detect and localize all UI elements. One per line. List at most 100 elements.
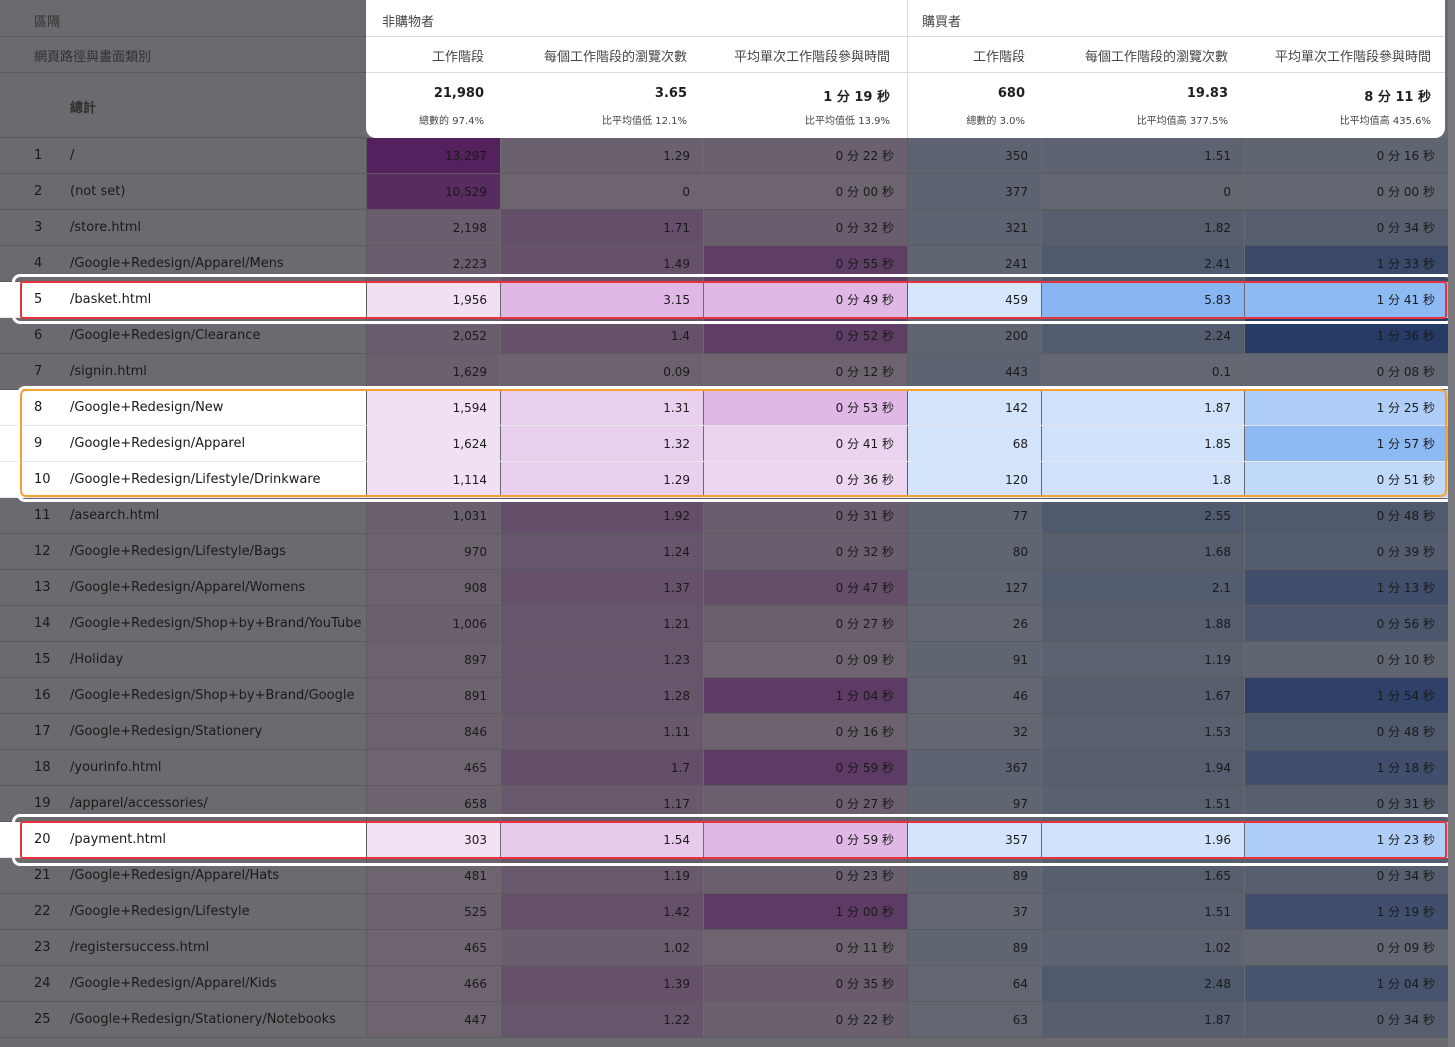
metric-cell: 1 分 23 秒 (1245, 822, 1448, 857)
page-path[interactable]: /Google+Redesign/Apparel/Kids (70, 976, 277, 991)
column-header-engagement-time[interactable]: 平均單次工作階段參與時間 (733, 50, 890, 65)
page-path[interactable]: /Google+Redesign/Stationery/Notebooks (70, 1012, 336, 1027)
table-row[interactable]: 8/Google+Redesign/New 1,594 1.31 0 分 53 秒 14… (0, 390, 1455, 426)
metrics-header: 非購物者 購買者 工作階段 每個工作階段的瀏覽次數 平均單次工作階段參與時間 工… (366, 0, 1445, 138)
table-row[interactable]: 16/Google+Redesign/Shop+by+Brand/Google 8… (0, 678, 1455, 714)
total-comparison: 比平均值高 435.6% (1339, 116, 1431, 127)
metric-cell: 63 (907, 1002, 1041, 1037)
metric-cell: 459 (907, 282, 1041, 317)
table-row[interactable]: 20/payment.html 303 1.54 0 分 59 秒 357 1.96 1 分… (0, 822, 1455, 858)
metric-cell: 0 分 52 秒 (704, 318, 907, 353)
metric-cell: 891 (366, 678, 500, 713)
table-row[interactable]: 6/Google+Redesign/Clearance 2,052 1.4 0 分 5… (0, 318, 1455, 354)
metric-cell: 1.28 (501, 678, 703, 713)
page-path[interactable]: / (70, 148, 75, 163)
table-row[interactable]: 10/Google+Redesign/Lifestyle/Drinkware 1,… (0, 462, 1455, 498)
page-path[interactable]: /basket.html (70, 292, 152, 307)
metric-cell: 377 (907, 174, 1041, 209)
segment-title-non-shoppers: 非購物者 (382, 15, 435, 30)
page-path[interactable]: /payment.html (70, 832, 167, 847)
column-header-views-per-session[interactable]: 每個工作階段的瀏覽次數 (543, 50, 687, 65)
table-row[interactable]: 22/Google+Redesign/Lifestyle 525 1.42 1 分 0… (0, 894, 1455, 930)
metric-cell: 77 (907, 498, 1041, 533)
table-row[interactable]: 15/Holiday 897 1.23 0 分 09 秒 91 1.19 0 分 10 秒 (0, 642, 1455, 678)
metric-cell: 1.24 (501, 534, 703, 569)
metric-cell: 465 (366, 930, 500, 965)
page-path[interactable]: /Google+Redesign/Apparel (70, 436, 246, 451)
table-row[interactable]: 7/signin.html 1,629 0.09 0 分 12 秒 443 0.1 0 分 … (0, 354, 1455, 390)
metric-cell: 80 (907, 534, 1041, 569)
table-row[interactable]: 13/Google+Redesign/Apparel/Womens 908 1.37… (0, 570, 1455, 606)
page-path[interactable]: /signin.html (70, 364, 147, 379)
column-header-sessions[interactable]: 工作階段 (431, 50, 484, 65)
table-row[interactable]: 1 / 13,297 1.29 0 分 22 秒 350 1.51 0 分 16 秒 (0, 138, 1455, 174)
metric-cell: 908 (366, 570, 500, 605)
metric-cell: 1.82 (1042, 210, 1244, 245)
metric-cell: 481 (366, 858, 500, 893)
row-number: 9 (34, 436, 43, 451)
metric-cell: 1.37 (501, 570, 703, 605)
metric-cell: 127 (907, 570, 1041, 605)
metric-cell: 1,006 (366, 606, 500, 641)
scrollbar[interactable] (1448, 0, 1455, 1047)
metric-cell: 1.32 (501, 426, 703, 461)
table-row[interactable]: 24/Google+Redesign/Apparel/Kids 466 1.39 0 … (0, 966, 1455, 1002)
page-path[interactable]: /Holiday (70, 652, 124, 667)
metric-cell: 0 分 10 秒 (1245, 642, 1448, 677)
total-comparison: 比平均值低 12.1% (602, 116, 687, 127)
table-row[interactable]: 17/Google+Redesign/Stationery 846 1.11 0 分 … (0, 714, 1455, 750)
table-row[interactable]: 23/registersuccess.html 465 1.02 0 分 11 秒 89… (0, 930, 1455, 966)
column-header-sessions[interactable]: 工作階段 (972, 50, 1025, 65)
metric-cell: 142 (907, 390, 1041, 425)
table-row[interactable]: 3/store.html 2,198 1.71 0 分 32 秒 321 1.82 0 分 … (0, 210, 1455, 246)
table-row[interactable]: 2 (not set) 10,529 0 0 分 00 秒 377 0 0 分 00 秒 (0, 174, 1455, 210)
page-path[interactable]: /apparel/accessories/ (70, 796, 208, 811)
metric-cell: 1.65 (1042, 858, 1244, 893)
page-path[interactable]: /Google+Redesign/Stationery (70, 724, 263, 739)
table-row[interactable]: 12/Google+Redesign/Lifestyle/Bags 970 1.24… (0, 534, 1455, 570)
page-path[interactable]: /Google+Redesign/Apparel/Mens (70, 256, 284, 271)
table-row[interactable]: 21/Google+Redesign/Apparel/Hats 481 1.19 0 … (0, 858, 1455, 894)
page-path[interactable]: /asearch.html (70, 508, 160, 523)
page-path[interactable]: /store.html (70, 220, 142, 235)
metric-cell: 0 分 09 秒 (1245, 930, 1448, 965)
page-path[interactable]: /Google+Redesign/Apparel/Hats (70, 868, 280, 883)
page-path[interactable]: /Google+Redesign/Lifestyle/Bags (70, 544, 286, 559)
metric-cell: 1.88 (1042, 606, 1244, 641)
row-number: 20 (34, 832, 51, 847)
column-header-views-per-session[interactable]: 每個工作階段的瀏覽次數 (1084, 50, 1228, 65)
table-row[interactable]: 11/asearch.html 1,031 1.92 0 分 31 秒 77 2.55 0 … (0, 498, 1455, 534)
metric-cell: 1.71 (501, 210, 703, 245)
dimension-header[interactable]: 區隔 (34, 15, 61, 30)
page-path[interactable]: (not set) (70, 184, 126, 199)
table-row[interactable]: 19/apparel/accessories/658 1.17 0 分 27 秒 97… (0, 786, 1455, 822)
row-number: 25 (34, 1012, 51, 1027)
page-path[interactable]: /yourinfo.html (70, 760, 162, 775)
table-row[interactable]: 4/Google+Redesign/Apparel/Mens 2,223 1.49 0… (0, 246, 1455, 282)
table-row[interactable]: 5/basket.html 1,956 3.15 0 分 49 秒 459 5.83 1 分… (0, 282, 1455, 318)
page-path[interactable]: /Google+Redesign/Apparel/Womens (70, 580, 306, 595)
table-row[interactable]: 9/Google+Redesign/Apparel 1,624 1.32 0 分 41… (0, 426, 1455, 462)
row-number: 6 (34, 328, 43, 343)
column-header-engagement-time[interactable]: 平均單次工作階段參與時間 (1274, 50, 1431, 65)
table-row[interactable]: 25/Google+Redesign/Stationery/Notebooks 4… (0, 1002, 1455, 1038)
metric-cell: 0 分 34 秒 (1245, 1002, 1448, 1037)
total-value: 8 分 11 秒 (1364, 90, 1431, 105)
row-number: 24 (34, 976, 51, 991)
page-path[interactable]: /Google+Redesign/Clearance (70, 328, 261, 343)
metric-cell: 0 分 32 秒 (704, 534, 907, 569)
table-row[interactable]: 18/yourinfo.html 465 1.7 0 分 59 秒 367 1.94 1 分… (0, 750, 1455, 786)
row-number: 7 (34, 364, 43, 379)
page-path[interactable]: /Google+Redesign/Lifestyle (70, 904, 250, 919)
page-path[interactable]: /registersuccess.html (70, 940, 210, 955)
metric-cell: 1,594 (366, 390, 500, 425)
page-path[interactable]: /Google+Redesign/Lifestyle/Drinkware (70, 472, 321, 487)
metric-cell: 525 (366, 894, 500, 929)
secondary-dimension-header[interactable]: 網頁路徑與畫面類別 (34, 50, 152, 65)
page-path[interactable]: /Google+Redesign/Shop+by+Brand/YouTube (70, 616, 362, 631)
page-path[interactable]: /Google+Redesign/Shop+by+Brand/Google (70, 688, 355, 703)
page-path[interactable]: /Google+Redesign/New (70, 400, 224, 415)
metric-cell: 970 (366, 534, 500, 569)
metric-cell: 200 (907, 318, 1041, 353)
table-row[interactable]: 14/Google+Redesign/Shop+by+Brand/YouTube… (0, 606, 1455, 642)
